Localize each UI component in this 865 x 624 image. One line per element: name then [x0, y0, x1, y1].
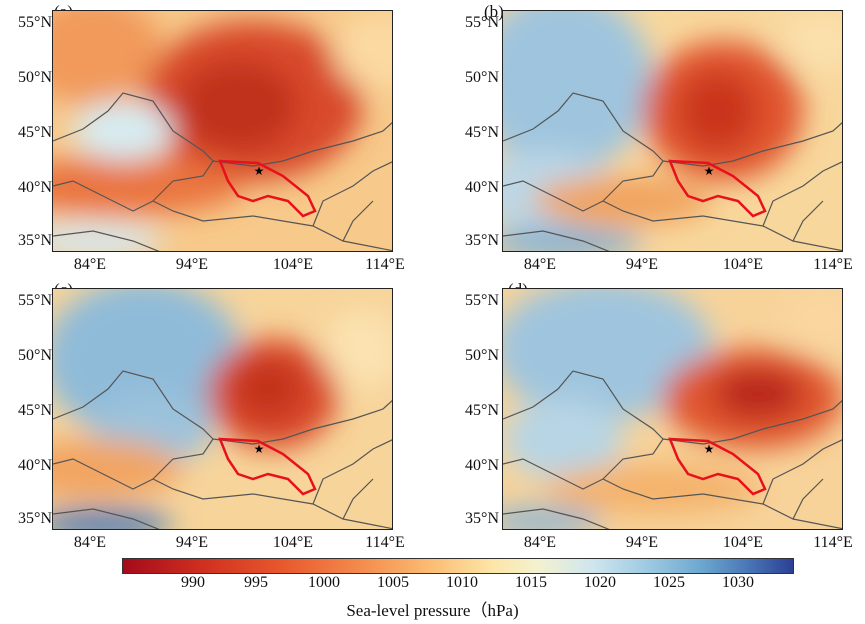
colorbar-tick-label: 1030	[722, 574, 754, 591]
colorbar-tick-label: 1020	[584, 574, 616, 591]
station-star-icon: ★	[254, 442, 265, 456]
lat-label: 55°N	[465, 14, 499, 31]
lon-label: 114°E	[365, 534, 405, 551]
lat-label: 55°N	[18, 292, 52, 309]
pressure-field: ★	[503, 289, 842, 529]
lon-label: 94°E	[175, 534, 209, 551]
pressure-map: ★	[52, 10, 393, 252]
colorbar-tick-label: 1025	[653, 574, 685, 591]
lon-label: 104°E	[272, 534, 314, 551]
lat-label: 40°N	[465, 179, 499, 196]
lat-label: 45°N	[465, 124, 499, 141]
lon-label: 84°E	[73, 534, 107, 551]
colorbar-gradient	[122, 558, 794, 574]
lon-label: 114°E	[813, 256, 853, 273]
study-region-outline	[218, 437, 317, 496]
lat-label: 35°N	[18, 510, 52, 527]
colorbar-tick-label: 1015	[515, 574, 547, 591]
pressure-field: ★	[503, 11, 842, 251]
colorbar-title: Sea-level pressure（hPa)	[346, 601, 519, 620]
pressure-map: ★	[502, 10, 843, 252]
lat-label: 45°N	[465, 402, 499, 419]
lat-label: 45°N	[18, 124, 52, 141]
lat-label: 50°N	[465, 69, 499, 86]
colorbar	[122, 558, 794, 574]
lon-label: 84°E	[523, 256, 557, 273]
lat-label: 55°N	[18, 14, 52, 31]
lat-label: 35°N	[465, 510, 499, 527]
lon-label: 114°E	[365, 256, 405, 273]
lat-label: 50°N	[18, 347, 52, 364]
pressure-field: ★	[53, 289, 392, 529]
lon-label: 104°E	[722, 256, 764, 273]
lat-label: 35°N	[465, 232, 499, 249]
lon-label: 114°E	[813, 534, 853, 551]
pressure-map: ★	[52, 288, 393, 530]
panel-label: (b)	[484, 2, 504, 21]
study-region-outline	[668, 159, 767, 218]
pressure-map: ★	[502, 288, 843, 530]
country-borders	[53, 370, 392, 529]
pressure-field: ★	[53, 11, 392, 251]
colorbar-tick-label: 1010	[446, 574, 478, 591]
country-borders	[53, 92, 392, 251]
country-borders	[503, 370, 842, 529]
lat-label: 35°N	[18, 232, 52, 249]
station-star-icon: ★	[254, 164, 265, 178]
lon-label: 94°E	[625, 256, 659, 273]
lat-label: 40°N	[465, 457, 499, 474]
lon-label: 94°E	[625, 534, 659, 551]
lat-label: 45°N	[18, 402, 52, 419]
lat-label: 55°N	[465, 292, 499, 309]
station-star-icon: ★	[704, 164, 715, 178]
study-region-outline	[668, 437, 767, 496]
study-region-outline	[218, 159, 317, 218]
lon-label: 104°E	[722, 534, 764, 551]
lat-label: 50°N	[465, 347, 499, 364]
lon-label: 94°E	[175, 256, 209, 273]
lon-label: 84°E	[73, 256, 107, 273]
lon-label: 84°E	[523, 534, 557, 551]
lon-label: 104°E	[272, 256, 314, 273]
colorbar-tick-label: 1005	[377, 574, 409, 591]
lat-label: 40°N	[18, 179, 52, 196]
lat-label: 40°N	[18, 457, 52, 474]
colorbar-tick-label: 995	[244, 574, 268, 591]
lat-label: 50°N	[18, 69, 52, 86]
colorbar-tick-label: 990	[181, 574, 205, 591]
station-star-icon: ★	[704, 442, 715, 456]
country-borders	[503, 92, 842, 251]
colorbar-tick-label: 1000	[308, 574, 340, 591]
